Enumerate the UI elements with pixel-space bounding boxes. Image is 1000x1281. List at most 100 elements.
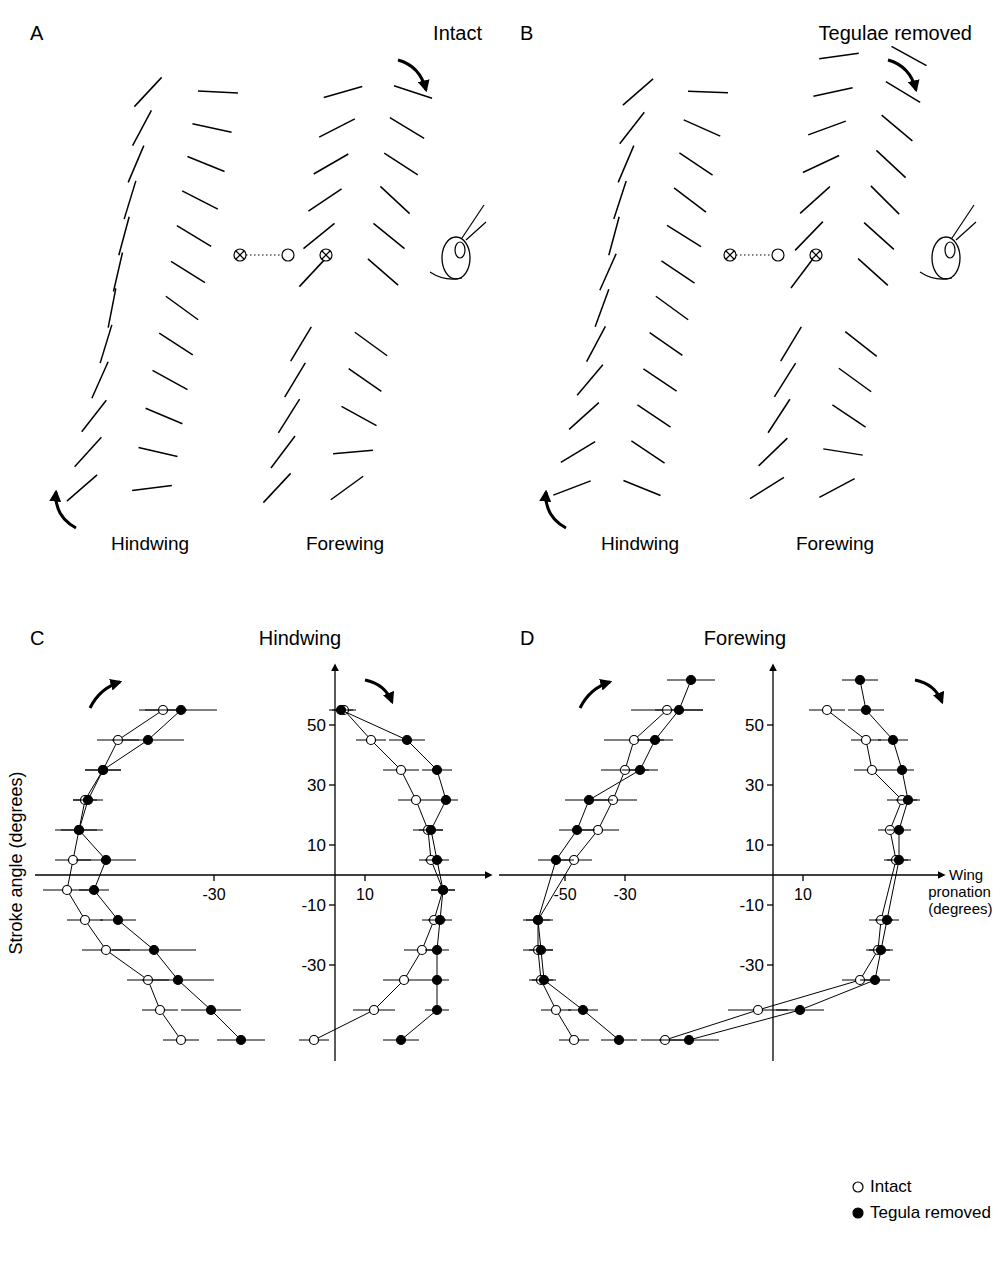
plot-area [523, 676, 715, 1045]
wing-profile [390, 118, 424, 139]
diagram-panel: BTegulae removedHindwingForewing [520, 22, 976, 554]
wing-profile [324, 86, 362, 97]
series-line [538, 680, 691, 1040]
data-point [579, 1006, 588, 1015]
wing-profile [781, 327, 802, 361]
data-point [75, 826, 84, 835]
insect-antenna [462, 205, 486, 240]
wing-profile [795, 222, 823, 251]
data-point [90, 886, 99, 895]
panel-title: Hindwing [259, 627, 341, 649]
wing-profile [684, 120, 721, 136]
y-tick [767, 904, 773, 905]
y-tick [329, 904, 335, 905]
axis-symbol [812, 251, 820, 259]
wing-profile [75, 437, 102, 467]
wing-profile [882, 115, 913, 141]
data-point [75, 826, 84, 835]
wing-profile [656, 296, 688, 320]
x-tick [802, 875, 803, 881]
wing-profile [823, 449, 863, 455]
wing-profile [333, 450, 373, 453]
y-tick [767, 784, 773, 785]
x-axis-title-line: Wing [949, 866, 987, 883]
y-tick-label: 50 [307, 716, 326, 735]
stroke-arrow [915, 680, 942, 702]
plot-area [641, 676, 920, 1045]
data-point [889, 736, 898, 745]
data-point [310, 1036, 319, 1045]
x-axis-title-line: (degrees) [928, 900, 992, 917]
wing-profile [124, 181, 136, 219]
axis-symbol [726, 251, 734, 259]
wing-profile [299, 257, 326, 286]
data-point [862, 706, 871, 715]
wing-profile [285, 363, 306, 397]
wing-profile [331, 476, 363, 500]
legend-marker [853, 1182, 863, 1192]
wing-profile [342, 406, 377, 425]
series-line [79, 710, 241, 1040]
wing-profile [134, 77, 161, 106]
data-point [534, 916, 543, 925]
wing-profile [92, 362, 108, 399]
data-point [174, 976, 183, 985]
axis-symbol [322, 251, 330, 259]
x-tick [364, 875, 365, 881]
wing-profile [171, 261, 205, 282]
wing-profile [803, 156, 839, 173]
wing-profile [384, 153, 418, 175]
insect-mouthpart [430, 272, 462, 279]
wing-profile [845, 332, 877, 357]
wing-profile [291, 327, 312, 361]
data-point [442, 796, 451, 805]
wing-profile [146, 408, 183, 424]
insect-mouthpart [920, 272, 952, 279]
plot-area [299, 706, 458, 1045]
data-point [540, 976, 549, 985]
wing-profile [303, 223, 334, 248]
wing-profile [631, 441, 664, 463]
data-point [904, 796, 913, 805]
wing-profile [609, 217, 619, 256]
wing-label: Forewing [306, 533, 384, 554]
panel-letter: C [30, 627, 44, 649]
legend: IntactTegula removed [853, 1177, 991, 1222]
panel-letter: A [30, 22, 44, 44]
data-point [868, 766, 877, 775]
panel-title: Forewing [704, 627, 786, 649]
data-point [675, 706, 684, 715]
wing-profile [132, 486, 172, 491]
wing-profile [139, 448, 178, 457]
data-point [412, 796, 421, 805]
wing-profile [819, 479, 854, 498]
wing-profile [349, 369, 382, 392]
stroke-arrow [365, 680, 392, 702]
axis-symbol [282, 249, 294, 261]
data-point [150, 946, 159, 955]
y-tick [767, 844, 773, 845]
y-tick-label: 50 [745, 716, 764, 735]
y-tick-label: -30 [739, 956, 764, 975]
axis-symbol [236, 251, 244, 259]
y-tick [767, 724, 773, 725]
y-tick [329, 844, 335, 845]
wing-profile [128, 146, 144, 183]
y-tick [329, 964, 335, 965]
wing-profile [177, 226, 211, 247]
data-point [397, 1036, 406, 1045]
data-point [433, 766, 442, 775]
series-line [341, 710, 446, 1040]
data-point [99, 766, 108, 775]
data-point [534, 916, 543, 925]
x-axis-title: Wing pronation (degrees) [928, 866, 995, 917]
data-point [898, 766, 907, 775]
x-tick-label: 10 [356, 886, 374, 903]
legend-marker [853, 1208, 863, 1218]
axis-symbol [322, 251, 330, 259]
data-point [397, 766, 406, 775]
wing-profile [661, 261, 694, 283]
y-tick [329, 784, 335, 785]
wing-profile [561, 442, 595, 463]
data-point [237, 1036, 246, 1045]
